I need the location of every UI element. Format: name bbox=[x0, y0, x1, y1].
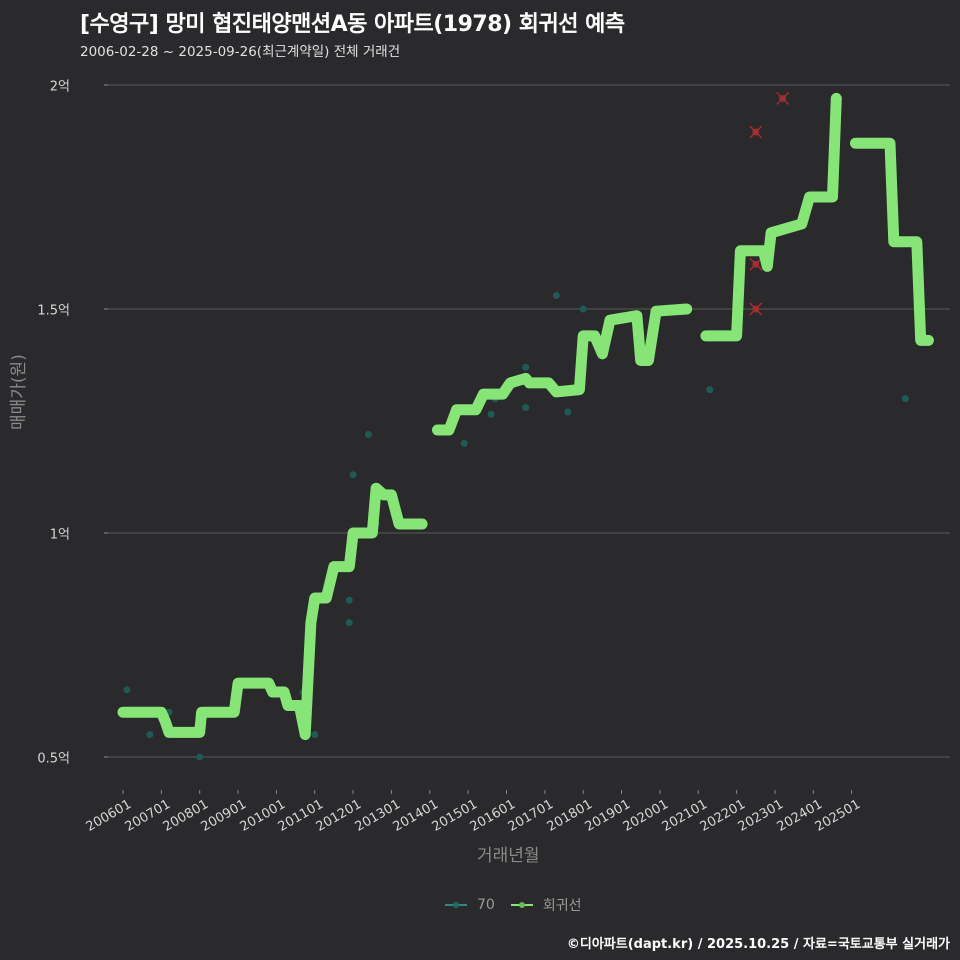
legend-label: 70 bbox=[477, 897, 495, 913]
legend-key-icon bbox=[445, 904, 467, 906]
grid-lines bbox=[104, 84, 950, 758]
y-tick-label: 1억 bbox=[49, 527, 70, 543]
y-axis-title: 매매가(원) bbox=[9, 354, 29, 430]
regression-line bbox=[117, 92, 934, 741]
legend-item-regression[interactable]: 회귀선 bbox=[510, 895, 582, 915]
y-tick-label: 2억 bbox=[49, 79, 70, 95]
x-axis-ticks bbox=[122, 790, 853, 794]
legend: 70 회귀선 bbox=[445, 895, 589, 915]
legend-key-icon bbox=[510, 904, 533, 906]
legend-label: 회귀선 bbox=[542, 898, 582, 914]
outlier-markers bbox=[749, 91, 790, 316]
chart-title: [수영구] 망미 협진태양맨션A동 아파트(1978) 회귀선 예측 bbox=[80, 12, 625, 37]
x-axis-title: 거래년월 bbox=[477, 846, 540, 866]
y-tick-label: 1.5억 bbox=[37, 303, 70, 319]
legend-item-70[interactable]: 70 bbox=[445, 897, 495, 913]
source-caption: ©디아파트(dapt.kr) / 2025.10.25 / 자료=국토교통부 실… bbox=[566, 937, 950, 952]
y-tick-label: 0.5억 bbox=[37, 751, 70, 767]
chart-subtitle: 2006-02-28 ~ 2025-09-26(최근계약일) 전체 거래건 bbox=[80, 44, 401, 60]
